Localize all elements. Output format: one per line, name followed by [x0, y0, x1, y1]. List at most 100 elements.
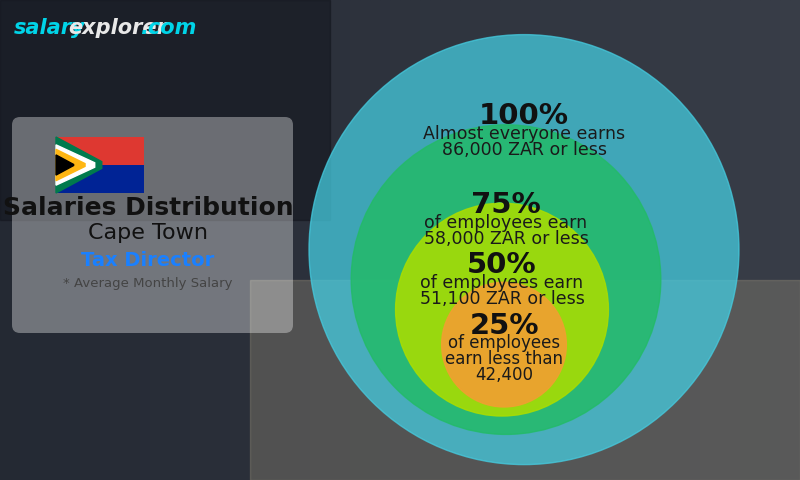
Bar — [120, 0, 130, 480]
Bar — [180, 0, 190, 480]
Bar — [550, 0, 560, 480]
Bar — [620, 0, 630, 480]
Bar — [400, 0, 410, 480]
Text: Almost everyone earns: Almost everyone earns — [423, 125, 625, 143]
Bar — [370, 0, 380, 480]
Bar — [60, 0, 70, 480]
Bar — [630, 0, 640, 480]
Bar — [50, 0, 60, 480]
Bar — [56, 137, 144, 165]
Bar — [470, 0, 480, 480]
Bar — [0, 0, 10, 480]
Bar — [610, 0, 620, 480]
Polygon shape — [56, 145, 94, 185]
Bar — [0, 0, 330, 220]
Text: of employees earn: of employees earn — [421, 274, 583, 291]
Polygon shape — [56, 137, 102, 193]
Bar — [650, 0, 660, 480]
Bar — [450, 0, 460, 480]
Bar — [690, 0, 700, 480]
Bar — [570, 0, 580, 480]
Text: 50%: 50% — [467, 251, 537, 279]
Bar — [590, 0, 600, 480]
Bar — [10, 0, 20, 480]
Bar — [390, 0, 400, 480]
Bar — [730, 0, 740, 480]
Circle shape — [309, 35, 739, 465]
Bar — [720, 0, 730, 480]
Bar — [460, 0, 470, 480]
Text: of employees: of employees — [448, 335, 560, 352]
Bar — [260, 0, 270, 480]
Polygon shape — [56, 149, 85, 180]
Bar — [420, 0, 430, 480]
Bar — [100, 0, 110, 480]
Text: explorer: explorer — [68, 18, 166, 38]
Text: earn less than: earn less than — [445, 350, 563, 369]
Bar — [250, 0, 260, 480]
Circle shape — [442, 282, 566, 407]
Bar — [760, 0, 770, 480]
Bar — [160, 0, 170, 480]
Bar — [290, 0, 300, 480]
Bar — [530, 0, 540, 480]
Text: Cape Town: Cape Town — [88, 223, 208, 243]
Text: Tax Director: Tax Director — [82, 251, 214, 269]
Bar — [600, 0, 610, 480]
Bar — [350, 0, 360, 480]
Bar — [250, 280, 800, 480]
Bar — [110, 0, 120, 480]
Circle shape — [395, 203, 609, 416]
Bar — [360, 0, 370, 480]
Text: salary: salary — [14, 18, 86, 38]
Bar — [710, 0, 720, 480]
Text: 51,100 ZAR or less: 51,100 ZAR or less — [419, 289, 585, 308]
Bar — [20, 0, 30, 480]
Bar — [30, 0, 40, 480]
Bar — [80, 0, 90, 480]
Bar — [660, 0, 670, 480]
Bar — [540, 0, 550, 480]
Bar — [330, 0, 340, 480]
Bar — [680, 0, 690, 480]
Bar — [340, 0, 350, 480]
Bar — [300, 0, 310, 480]
Text: of employees earn: of employees earn — [425, 214, 587, 232]
Text: 100%: 100% — [479, 102, 569, 130]
Bar — [790, 0, 800, 480]
Bar — [480, 0, 490, 480]
Bar — [220, 0, 230, 480]
Bar — [320, 0, 330, 480]
Bar — [490, 0, 500, 480]
Text: 42,400: 42,400 — [475, 367, 533, 384]
Bar — [510, 0, 520, 480]
Bar — [640, 0, 650, 480]
Text: Salaries Distribution: Salaries Distribution — [2, 196, 294, 220]
Bar — [380, 0, 390, 480]
Text: 75%: 75% — [471, 192, 541, 219]
Bar — [190, 0, 200, 480]
Bar — [500, 0, 510, 480]
Bar — [750, 0, 760, 480]
Text: .com: .com — [140, 18, 196, 38]
Text: 25%: 25% — [470, 312, 538, 340]
Bar — [230, 0, 240, 480]
Bar — [520, 0, 530, 480]
Bar — [670, 0, 680, 480]
Bar — [240, 0, 250, 480]
Text: 58,000 ZAR or less: 58,000 ZAR or less — [423, 230, 589, 248]
Bar — [70, 0, 80, 480]
Text: * Average Monthly Salary: * Average Monthly Salary — [63, 277, 233, 290]
Bar — [150, 0, 160, 480]
Text: 86,000 ZAR or less: 86,000 ZAR or less — [442, 141, 606, 159]
Bar — [410, 0, 420, 480]
Bar — [280, 0, 290, 480]
Bar — [780, 0, 790, 480]
Bar — [140, 0, 150, 480]
Bar — [430, 0, 440, 480]
Bar — [170, 0, 180, 480]
Bar — [770, 0, 780, 480]
Polygon shape — [56, 155, 74, 175]
Bar — [40, 0, 50, 480]
Bar — [740, 0, 750, 480]
